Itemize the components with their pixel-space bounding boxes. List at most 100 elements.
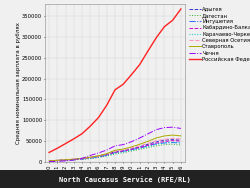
Кабардино-Балкария <box>89 157 92 159</box>
Ставрополь <box>105 152 108 155</box>
Кабардино-Балкария <box>146 144 150 146</box>
Адыгея <box>89 156 92 159</box>
Чечня <box>48 160 50 163</box>
Чечня <box>64 160 67 162</box>
Карачаево-Черкесия <box>56 159 59 162</box>
Карачаево-Черкесия <box>130 149 133 151</box>
Дагестан <box>130 150 133 152</box>
Ставрополь <box>146 140 150 143</box>
Дагестан <box>72 159 75 161</box>
Северная Осетия <box>114 150 116 152</box>
Карачаево-Черкесия <box>155 143 158 146</box>
Ставрополь <box>97 155 100 157</box>
Кабардино-Балкария <box>130 148 133 151</box>
Ингушетия <box>48 160 50 162</box>
Карачаево-Черкесия <box>97 156 100 158</box>
Северная Осетия <box>180 138 182 140</box>
Ингушетия <box>146 145 150 147</box>
Дагестан <box>56 160 59 162</box>
Дагестан <box>122 152 125 154</box>
Карачаево-Черкесия <box>48 160 50 162</box>
Дагестан <box>64 159 67 161</box>
Чечня <box>163 127 166 129</box>
Адыгея <box>138 146 141 148</box>
Дагестан <box>146 146 150 149</box>
Ставрополь <box>64 159 67 161</box>
Y-axis label: Средняя номинальная зарплата в рублях: Средняя номинальная зарплата в рублях <box>16 22 20 144</box>
Кабардино-Балкария <box>80 158 84 160</box>
Line: Кабардино-Балкария: Кабардино-Балкария <box>49 141 181 161</box>
Ингушетия <box>114 151 116 154</box>
Карачаево-Черкесия <box>146 145 150 148</box>
Российская Федерация <box>89 125 92 127</box>
Ингушетия <box>56 159 59 162</box>
Российская Федерация <box>56 147 59 149</box>
Ингушетия <box>89 157 92 159</box>
Дагестан <box>180 144 182 146</box>
Карачаево-Черкесия <box>114 152 116 155</box>
Чечня <box>146 133 150 135</box>
Северная Осетия <box>97 155 100 157</box>
Дагестан <box>171 143 174 145</box>
Кабардино-Балкария <box>56 159 59 162</box>
Адыгея <box>180 139 182 141</box>
Адыгея <box>122 149 125 152</box>
Ставрополь <box>56 159 59 161</box>
Чечня <box>89 154 92 157</box>
Дагестан <box>89 157 92 160</box>
Северная Осетия <box>163 138 166 140</box>
Ставрополь <box>48 160 50 162</box>
Северная Осетия <box>56 159 59 161</box>
Северная Осетия <box>146 142 150 145</box>
Чечня <box>180 127 182 130</box>
Российская Федерация <box>48 151 50 154</box>
Адыгея <box>105 153 108 155</box>
Кабардино-Балкария <box>180 140 182 142</box>
Дагестан <box>105 155 108 157</box>
Ингушетия <box>64 159 67 161</box>
Карачаево-Черкесия <box>80 158 84 160</box>
Кабардино-Балкария <box>138 146 141 149</box>
Кабардино-Балкария <box>122 150 125 152</box>
Кабардино-Балкария <box>163 140 166 143</box>
Кабардино-Балкария <box>64 159 67 161</box>
Карачаево-Черкесия <box>72 159 75 161</box>
Ставрополь <box>138 143 141 145</box>
Ставрополь <box>122 148 125 150</box>
Line: Северная Осетия: Северная Осетия <box>49 138 181 161</box>
Ингушетия <box>72 158 75 161</box>
Ингушетия <box>138 147 141 149</box>
Северная Осетия <box>64 159 67 161</box>
Северная Осетия <box>122 149 125 151</box>
Ставрополь <box>180 135 182 137</box>
Ингушетия <box>171 141 174 144</box>
Адыгея <box>64 159 67 161</box>
Ингушетия <box>163 142 166 144</box>
Карачаево-Черкесия <box>122 151 125 153</box>
Чечня <box>114 145 116 147</box>
Карачаево-Черкесия <box>171 141 174 143</box>
Ставрополь <box>72 158 75 160</box>
Ингушетия <box>155 143 158 145</box>
Карачаево-Черкесия <box>163 142 166 144</box>
Российская Федерация <box>122 83 125 85</box>
Российская Федерация <box>97 116 100 119</box>
Российская Федерация <box>138 63 141 66</box>
Кабардино-Балкария <box>114 151 116 154</box>
Дагестан <box>163 143 166 146</box>
Адыгея <box>114 151 116 153</box>
Российская Федерация <box>171 19 174 21</box>
Ставрополь <box>130 146 133 148</box>
Кабардино-Балкария <box>72 158 75 161</box>
Дагестан <box>155 145 158 147</box>
Чечня <box>97 152 100 154</box>
Российская Федерация <box>155 37 158 39</box>
Line: Ставрополь: Ставрополь <box>49 135 181 161</box>
Адыгея <box>80 157 84 160</box>
Ставрополь <box>114 149 116 151</box>
Чечня <box>80 157 84 159</box>
Ингушетия <box>97 156 100 158</box>
Кабардино-Балкария <box>171 139 174 142</box>
Чечня <box>138 137 141 139</box>
Адыгея <box>48 160 50 162</box>
